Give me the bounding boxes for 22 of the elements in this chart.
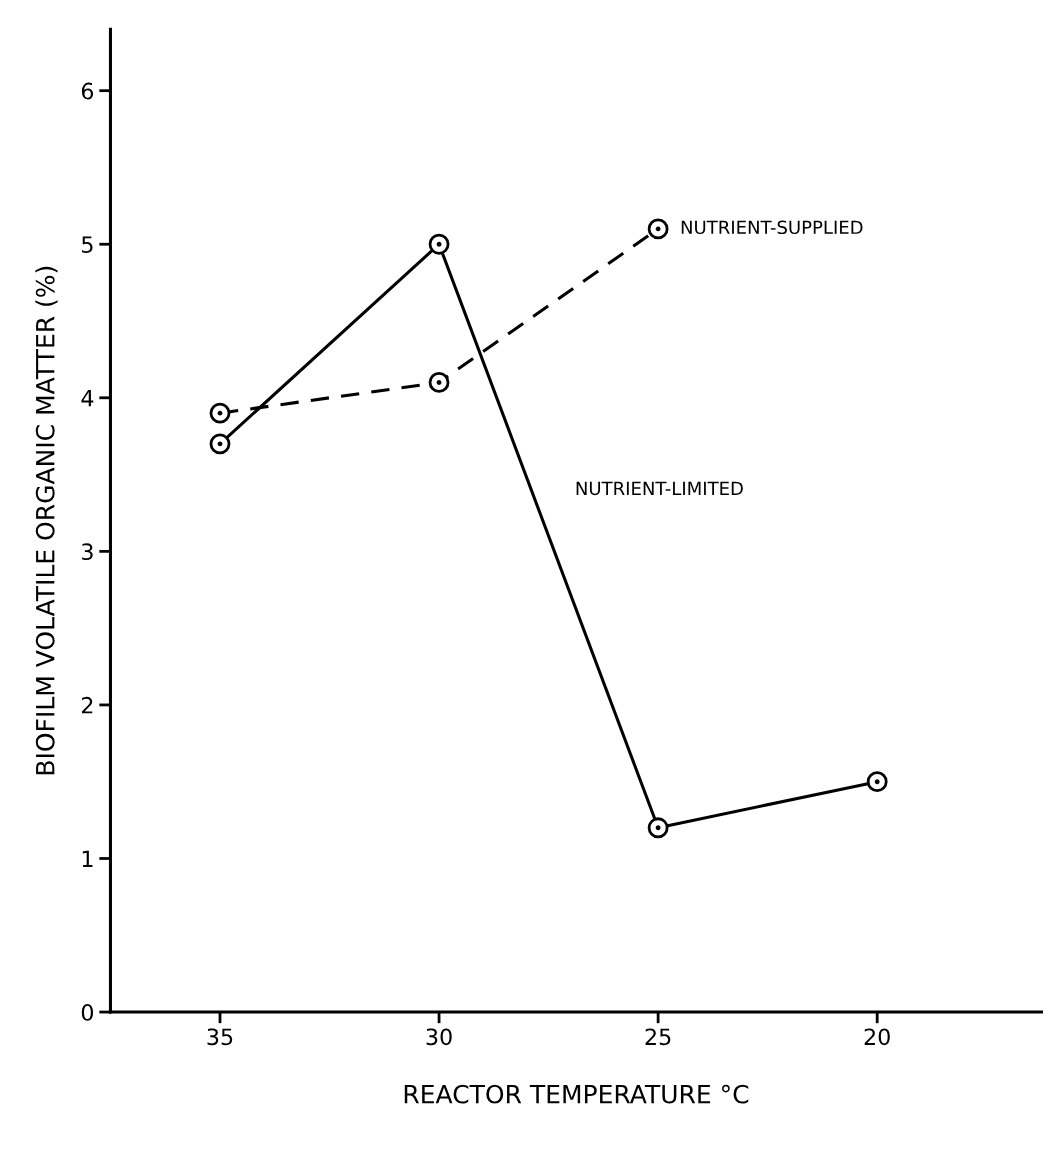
point [428, 372, 450, 393]
x-tick-label: 30 [426, 1028, 452, 1046]
series-label: NUTRIENT-SUPPLIED [681, 220, 863, 235]
y-axis-title: BIOFILM VOLATILE ORGANIC MATTER (%) [35, 266, 58, 775]
y-tick-label: 2 [81, 696, 93, 714]
point [209, 402, 231, 424]
x-tick-label: 20 [864, 1028, 890, 1046]
y-tick-label: 3 [82, 543, 93, 561]
point [428, 233, 450, 255]
point [209, 433, 231, 455]
y-tick-label: 5 [82, 236, 93, 253]
y-tick-label: 0 [81, 1004, 94, 1021]
point [866, 771, 888, 793]
y-tick-label: 6 [81, 82, 94, 100]
x-axis-title: REACTOR TEMPERATURE °C [404, 1084, 749, 1104]
x-tick-label: 25 [645, 1028, 671, 1046]
y-tick-label: 1 [82, 850, 93, 867]
point [647, 817, 669, 839]
text: NUTRIENT-LIMITED [576, 481, 743, 496]
point [647, 218, 669, 240]
y-tick-label: 4 [81, 390, 94, 407]
x-tick-label: 35 [207, 1028, 233, 1046]
